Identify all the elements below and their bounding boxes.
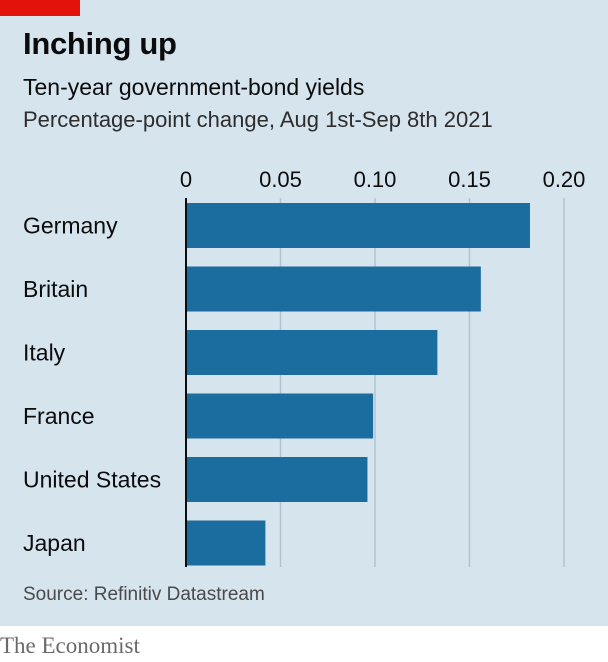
bar (186, 203, 530, 248)
bar (186, 266, 481, 312)
category-label: France (23, 403, 95, 429)
category-label: Japan (23, 530, 86, 556)
publisher-wordmark: The Economist (0, 633, 140, 658)
chart-subtitle: Ten-year government-bond yields (23, 74, 365, 100)
bar (186, 457, 368, 502)
chart-title: Inching up (23, 26, 177, 61)
brand-red-tag (0, 0, 80, 16)
bar (186, 393, 374, 439)
category-label: United States (23, 467, 161, 493)
x-tick-label: 0 (180, 167, 192, 192)
source-note: Source: Refinitiv Datastream (23, 584, 265, 605)
x-tick-label: 0.15 (448, 167, 491, 192)
bar (186, 330, 438, 375)
category-label: Britain (23, 276, 88, 302)
bar (186, 520, 266, 566)
x-tick-label: 0.20 (543, 167, 586, 192)
x-tick-label: 0.10 (354, 167, 397, 192)
chart-panel: Inching up Ten-year government-bond yiel… (0, 0, 608, 626)
category-label: Germany (23, 213, 118, 239)
category-label: Italy (23, 340, 66, 366)
bar-chart: 0 0.05 0.10 0.15 0.20 Germany Britain Italy Fran… (23, 167, 586, 567)
x-tick-label: 0.05 (259, 167, 302, 192)
chart-units-note: Percentage-point change, Aug 1st-Sep 8th… (23, 107, 493, 132)
